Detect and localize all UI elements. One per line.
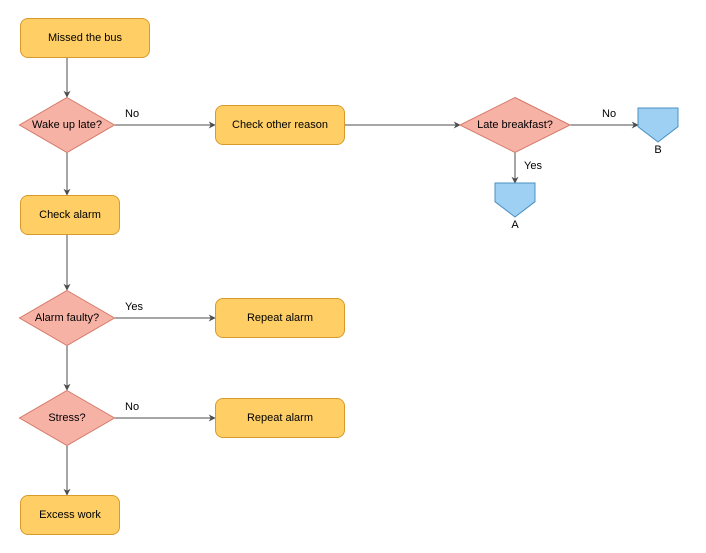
- node-label: Alarm faulty?: [35, 312, 99, 324]
- node-label: Check alarm: [39, 209, 101, 221]
- node-label: Repeat alarm: [247, 412, 313, 424]
- node-label: Stress?: [48, 412, 85, 424]
- process-missed_bus: Missed the bus: [20, 18, 150, 58]
- node-label: Repeat alarm: [247, 312, 313, 324]
- node-label: Excess work: [39, 509, 101, 521]
- process-repeat_alarm_1: Repeat alarm: [215, 298, 345, 338]
- edge-label: No: [125, 108, 139, 120]
- edge-label: Yes: [524, 160, 542, 172]
- flowchart-canvas: No Yes No No Yes Wake up late? Alarm faulty? S…: [0, 0, 706, 553]
- process-check_reason: Check other reason: [215, 105, 345, 145]
- offpage-connector_a: [495, 183, 535, 217]
- edge-label: No: [125, 401, 139, 413]
- process-check_alarm: Check alarm: [20, 195, 120, 235]
- decision-late_breakfast: [460, 98, 570, 153]
- edge-label: Yes: [125, 301, 143, 313]
- decision-alarm_faulty: [20, 291, 115, 346]
- decision-wake_up_late: [20, 98, 115, 153]
- decision-stress: [20, 391, 115, 446]
- node-label: Missed the bus: [48, 32, 122, 44]
- node-label: Late breakfast?: [477, 119, 553, 131]
- offpage-connector_b: [638, 108, 678, 142]
- process-repeat_alarm_2: Repeat alarm: [215, 398, 345, 438]
- process-excess_work: Excess work: [20, 495, 120, 535]
- node-label: Check other reason: [232, 119, 328, 131]
- node-label: Wake up late?: [32, 119, 102, 131]
- connector-label: A: [511, 219, 519, 231]
- edge-label: No: [602, 108, 616, 120]
- connector-label: B: [654, 144, 661, 156]
